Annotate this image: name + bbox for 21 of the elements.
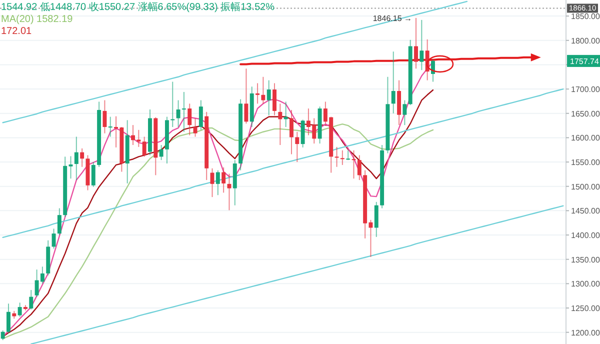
annotation: 172.01 (1, 26, 32, 37)
y-tick-label: 1350.00 (571, 255, 600, 264)
line-series (2, 88, 564, 238)
y-tick-label: 1550.00 (571, 158, 600, 168)
y-tick-label: 1300.00 (571, 280, 600, 289)
annotation: 1544.92 低1448.70 收1550.27 涨幅6.65%(99.33) 振幅13.52% (1, 1, 275, 13)
y-tick-label: 1600.00 (571, 134, 600, 143)
annotation: 1757.74 (570, 56, 600, 66)
y-tick-label: 1850.00 (571, 12, 600, 22)
annotation: MA(20) 1582.19 (1, 14, 74, 25)
line-series (2, 0, 468, 124)
y-tick-label: 1500.00 (571, 182, 600, 192)
annotation: 1846.15 → (372, 14, 412, 23)
y-tick-label: 1650.00 (571, 109, 600, 118)
y-tick-label: 1700.00 (571, 85, 600, 94)
y-tick-label: 1800.00 (571, 36, 600, 46)
y-tick-label: 1450.00 (571, 206, 600, 216)
y-tick-label: 1400.00 (571, 231, 600, 240)
y-tick-label: 1200.00 (571, 328, 600, 338)
y-tick-label: 1250.00 (571, 304, 600, 313)
line-series (30, 205, 564, 344)
